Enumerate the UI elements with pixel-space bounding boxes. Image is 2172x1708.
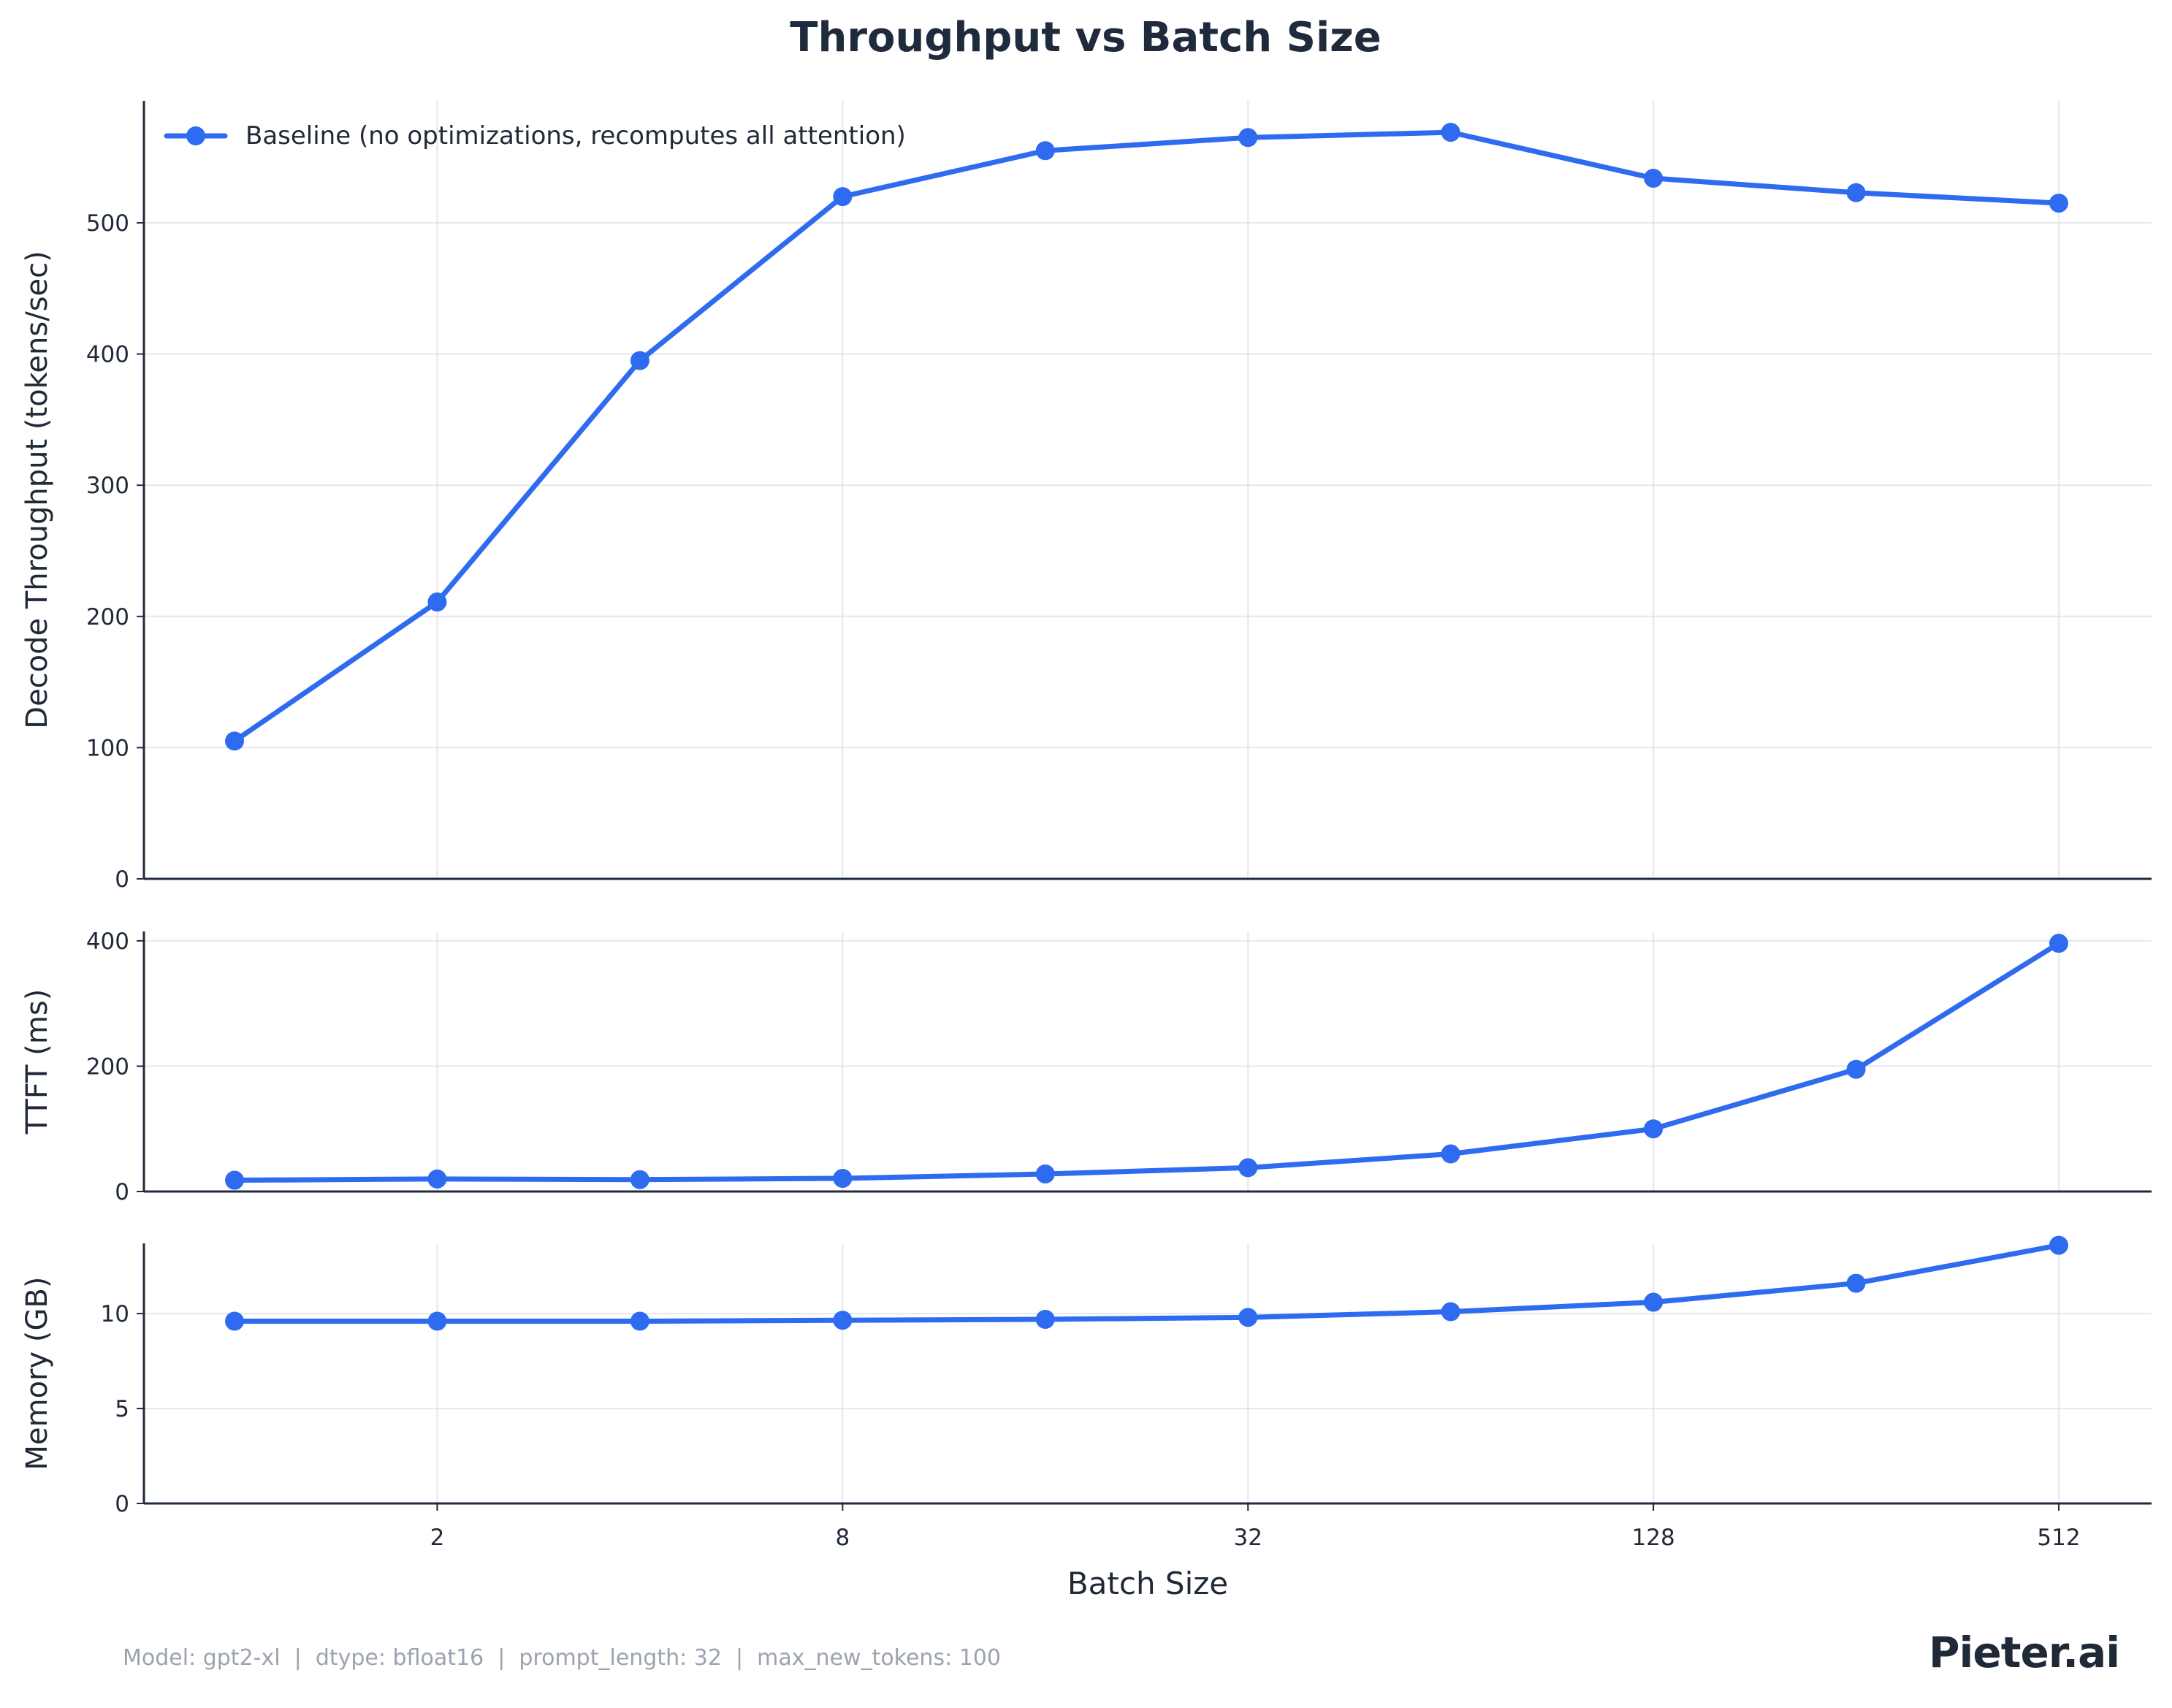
y-tick-label: 10 (101, 1301, 129, 1327)
legend-label: Baseline (no optimizations, recomputes a… (245, 121, 906, 150)
y-tick-label: 100 (86, 735, 129, 761)
data-point-ttft (630, 1170, 649, 1189)
y-tick-label: 0 (115, 866, 129, 893)
data-point-throughput (427, 592, 447, 612)
data-point-memory (1441, 1302, 1460, 1322)
y-tick-label: 5 (115, 1396, 129, 1422)
footer-metadata: Model: gpt2-xl | dtype: bfloat16 | promp… (123, 1645, 1001, 1671)
y-tick-label: 400 (86, 342, 129, 368)
x-tick-label: 512 (2037, 1525, 2080, 1551)
data-point-memory (2049, 1235, 2068, 1255)
data-point-throughput (833, 187, 853, 207)
data-point-memory (630, 1311, 649, 1331)
data-point-memory (427, 1311, 447, 1331)
data-point-ttft (1846, 1059, 1866, 1079)
series-line-ttft (232, 940, 2062, 1183)
data-point-ttft (1644, 1119, 1664, 1139)
x-tick-label: 32 (1233, 1525, 1262, 1551)
x-tick-label: 8 (835, 1525, 850, 1551)
y-axis-label: Memory (GB) (20, 1276, 54, 1470)
series-line-memory (232, 1243, 2062, 1324)
data-point-ttft (833, 1168, 853, 1188)
brand-logo: Pieter.ai (1929, 1623, 2120, 1682)
data-point-ttft (2049, 934, 2068, 953)
data-point-throughput (1441, 123, 1460, 142)
data-point-memory (225, 1311, 244, 1331)
data-point-throughput (630, 351, 649, 370)
y-tick-label: 0 (115, 1491, 129, 1517)
x-tick-label: 128 (1632, 1525, 1675, 1551)
data-point-ttft (1238, 1158, 1258, 1178)
y-tick-label: 400 (86, 929, 129, 955)
data-point-ttft (1035, 1164, 1055, 1183)
data-point-throughput (1644, 168, 1664, 188)
y-tick-label: 500 (86, 210, 129, 237)
y-axis-label: TTFT (ms) (20, 989, 54, 1135)
data-point-memory (1846, 1273, 1866, 1293)
y-axis-label: Decode Throughput (tokens/sec) (20, 251, 54, 728)
data-point-throughput (1238, 128, 1258, 148)
brand-text: Pieter.ai (1929, 1628, 2120, 1677)
y-tick-label: 200 (86, 604, 129, 630)
y-tick-label: 0 (115, 1179, 129, 1205)
data-point-ttft (1441, 1144, 1460, 1164)
x-axis-label: Batch Size (1067, 1566, 1228, 1601)
data-point-ttft (427, 1169, 447, 1189)
data-point-memory (833, 1311, 853, 1330)
data-point-memory (1035, 1309, 1055, 1329)
data-point-throughput (1846, 183, 1866, 202)
data-point-ttft (225, 1170, 244, 1190)
data-point-throughput (2049, 194, 2068, 213)
x-tick-label: 2 (430, 1525, 445, 1551)
y-tick-label: 200 (86, 1053, 129, 1080)
series-line-throughput (232, 129, 2062, 744)
data-point-memory (1238, 1308, 1258, 1327)
data-point-memory (1644, 1292, 1664, 1312)
legend-marker (186, 126, 205, 145)
y-tick-label: 300 (86, 473, 129, 499)
chart-title: Throughput vs Batch Size (790, 14, 1381, 61)
data-point-throughput (1035, 141, 1055, 161)
data-point-throughput (225, 731, 244, 751)
